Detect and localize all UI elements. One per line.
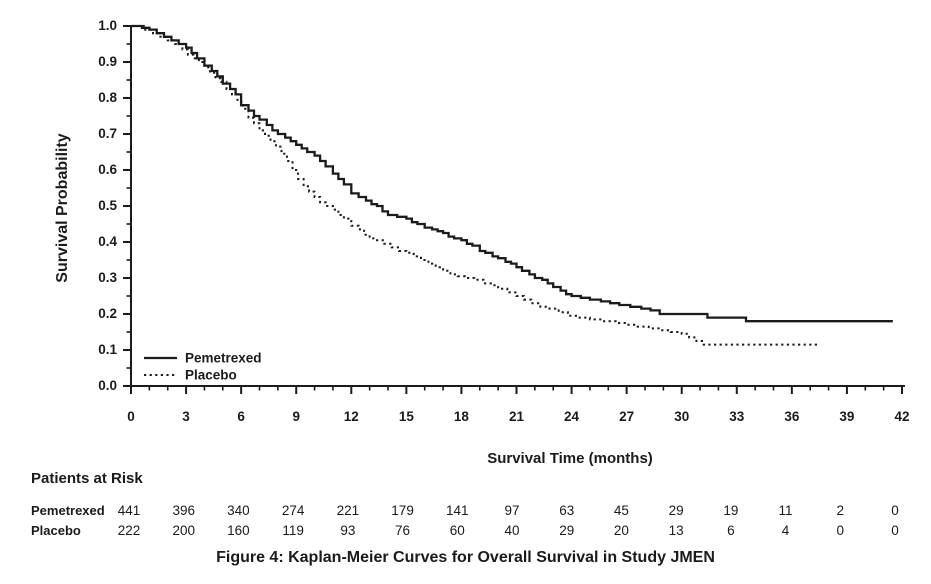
- risk-count-placebo: 200: [172, 523, 195, 538]
- x-tick-label: 33: [729, 409, 745, 424]
- x-tick-label: 30: [674, 409, 690, 424]
- x-tick-label: 3: [182, 409, 190, 424]
- risk-row-label-pemetrexed: Pemetrexed: [31, 503, 105, 518]
- x-tick-label: 0: [127, 409, 135, 424]
- km-curve-placebo: [131, 25, 820, 346]
- y-tick-label: 0.9: [98, 54, 117, 69]
- y-tick-label: 0.6: [98, 162, 117, 177]
- y-tick-label: 0.7: [98, 126, 117, 141]
- x-tick-label: 12: [343, 409, 359, 424]
- x-tick-label: 9: [292, 409, 300, 424]
- y-tick-label: 0.5: [98, 198, 117, 213]
- x-tick-label: 24: [564, 409, 580, 424]
- risk-count-placebo: 119: [282, 523, 304, 538]
- risk-count-placebo: 60: [449, 523, 465, 538]
- x-tick-label: 18: [453, 409, 469, 424]
- risk-count-pemetrexed: 29: [668, 503, 684, 518]
- risk-count-placebo: 0: [836, 523, 845, 538]
- y-tick-label: 0.3: [98, 270, 117, 285]
- y-axis-title: Survival Probability: [54, 133, 71, 283]
- risk-count-pemetrexed: 441: [117, 503, 141, 518]
- risk-count-pemetrexed: 19: [723, 503, 739, 518]
- y-tick-label: 0.4: [98, 234, 117, 249]
- y-tick-label: 0.2: [98, 306, 117, 321]
- risk-count-pemetrexed: 2: [836, 503, 845, 518]
- x-tick-label: 27: [619, 409, 635, 424]
- figure-caption: Figure 4: Kaplan-Meier Curves for Overal…: [216, 549, 715, 566]
- risk-count-placebo: 13: [668, 523, 684, 538]
- km-curve-pemetrexed: [131, 24, 893, 323]
- x-tick-label: 39: [839, 409, 855, 424]
- patients-at-risk-title: Patients at Risk: [31, 470, 143, 487]
- risk-count-pemetrexed: 179: [391, 503, 414, 518]
- legend-label-pemetrexed: Pemetrexed: [185, 350, 262, 366]
- legend-label-placebo: Placebo: [185, 367, 237, 383]
- risk-count-pemetrexed: 0: [891, 503, 899, 518]
- x-tick-label: 21: [508, 409, 525, 424]
- x-tick-label: 36: [784, 409, 800, 424]
- risk-count-pemetrexed: 221: [336, 503, 360, 518]
- risk-count-placebo: 4: [781, 523, 790, 538]
- risk-count-placebo: 222: [117, 523, 141, 538]
- risk-count-pemetrexed: 274: [281, 503, 305, 518]
- risk-count-placebo: 29: [559, 523, 575, 538]
- x-tick-label: 15: [398, 409, 414, 424]
- y-tick-label: 0.1: [98, 342, 117, 357]
- x-tick-label: 42: [894, 409, 910, 424]
- y-tick-label: 0.0: [98, 378, 117, 393]
- x-tick-label: 6: [237, 409, 245, 424]
- x-axis-title: Survival Time (months): [487, 450, 653, 467]
- risk-count-pemetrexed: 11: [778, 503, 793, 518]
- risk-count-pemetrexed: 340: [227, 503, 250, 518]
- risk-count-placebo: 0: [891, 523, 899, 538]
- risk-row-label-placebo: Placebo: [31, 523, 81, 538]
- risk-count-placebo: 93: [340, 523, 356, 538]
- y-tick-label: 0.8: [98, 90, 117, 105]
- risk-count-pemetrexed: 141: [446, 503, 469, 518]
- risk-count-placebo: 6: [727, 523, 735, 538]
- risk-count-placebo: 160: [227, 523, 250, 538]
- risk-count-placebo: 40: [504, 523, 520, 538]
- risk-count-pemetrexed: 97: [504, 503, 520, 518]
- risk-count-placebo: 76: [395, 523, 411, 538]
- risk-count-pemetrexed: 45: [613, 503, 629, 518]
- y-tick-label: 1.0: [98, 18, 117, 33]
- risk-count-placebo: 20: [613, 523, 629, 538]
- risk-count-pemetrexed: 396: [172, 503, 195, 518]
- risk-count-pemetrexed: 63: [559, 503, 575, 518]
